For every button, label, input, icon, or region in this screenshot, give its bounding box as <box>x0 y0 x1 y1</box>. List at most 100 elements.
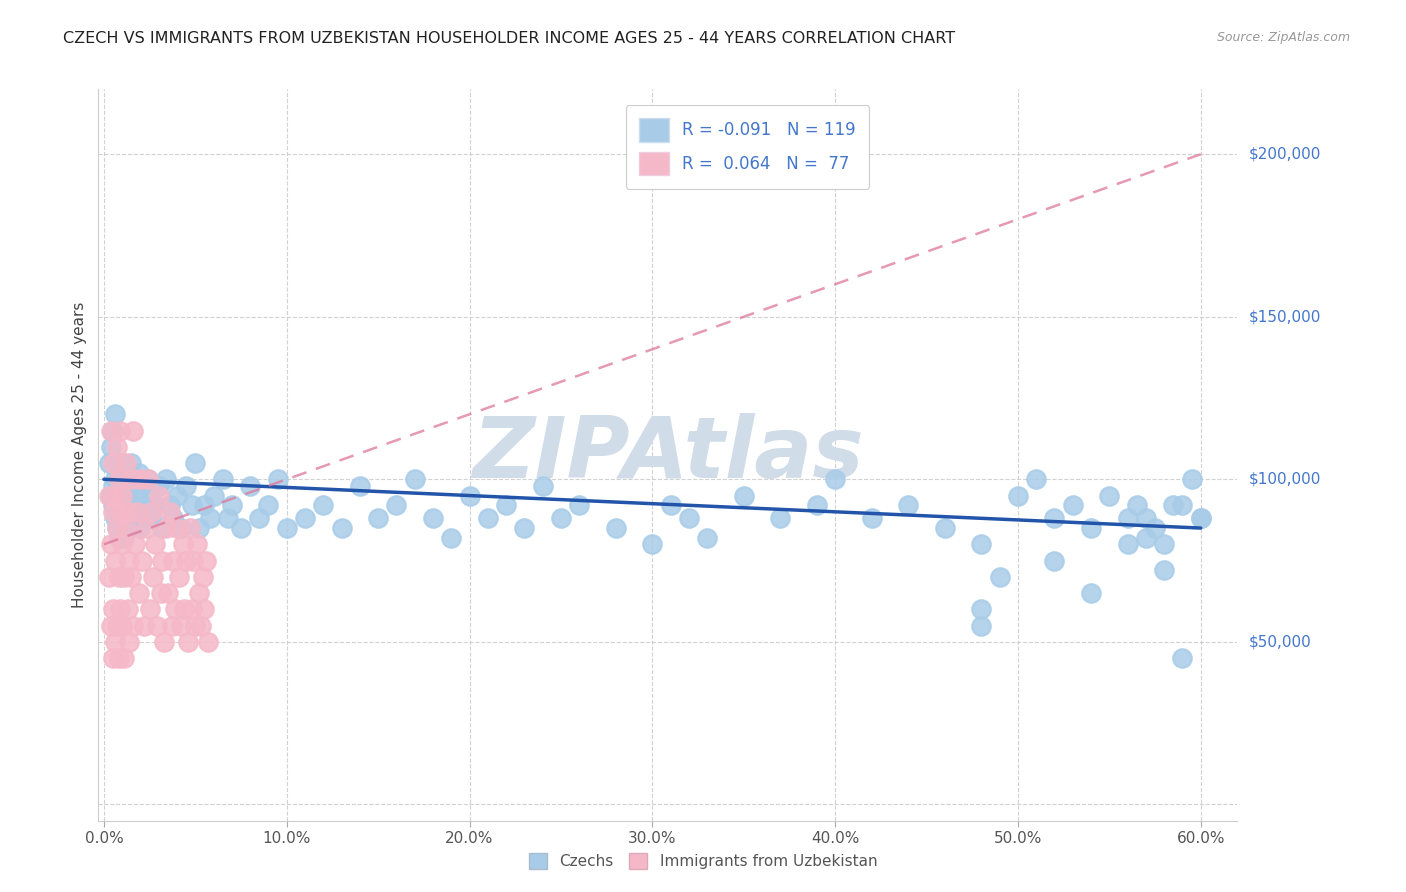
Point <box>117 511 139 525</box>
Point <box>107 472 129 486</box>
Point <box>897 498 920 512</box>
Point <box>152 521 174 535</box>
Point <box>155 521 177 535</box>
Point <box>111 618 134 632</box>
Point <box>247 511 270 525</box>
Point <box>190 618 212 632</box>
Point <box>988 570 1011 584</box>
Point <box>458 489 481 503</box>
Point <box>195 553 218 567</box>
Point <box>129 472 152 486</box>
Point <box>166 489 188 503</box>
Point <box>110 424 132 438</box>
Point <box>1025 472 1047 486</box>
Point <box>112 531 135 545</box>
Point <box>111 489 134 503</box>
Point <box>174 553 197 567</box>
Point <box>769 511 792 525</box>
Point <box>678 511 700 525</box>
Point <box>100 537 122 551</box>
Point <box>128 586 150 600</box>
Point <box>104 553 127 567</box>
Point <box>257 498 280 512</box>
Point <box>1153 563 1175 577</box>
Point <box>100 618 122 632</box>
Point <box>1125 498 1147 512</box>
Point <box>177 635 200 649</box>
Point <box>330 521 353 535</box>
Legend: Czechs, Immigrants from Uzbekistan: Czechs, Immigrants from Uzbekistan <box>523 847 883 875</box>
Point <box>98 489 121 503</box>
Point <box>167 570 190 584</box>
Point <box>180 498 202 512</box>
Point <box>312 498 335 512</box>
Point <box>202 489 225 503</box>
Point <box>101 424 124 438</box>
Point <box>107 505 129 519</box>
Point <box>101 456 124 470</box>
Point <box>1180 472 1202 486</box>
Point <box>165 602 187 616</box>
Point <box>100 440 122 454</box>
Point <box>422 511 444 525</box>
Point <box>105 521 128 535</box>
Point <box>1153 537 1175 551</box>
Point <box>122 498 145 512</box>
Point <box>159 505 181 519</box>
Point <box>120 505 142 519</box>
Point <box>105 456 128 470</box>
Point <box>107 651 129 665</box>
Point <box>112 489 135 503</box>
Point <box>160 618 183 632</box>
Point <box>138 602 160 616</box>
Point <box>1043 511 1066 525</box>
Point <box>124 511 146 525</box>
Point <box>162 553 184 567</box>
Point <box>170 521 193 535</box>
Point <box>101 505 124 519</box>
Point <box>141 505 163 519</box>
Point <box>112 570 135 584</box>
Point <box>1135 531 1157 545</box>
Point <box>101 479 124 493</box>
Point <box>1043 553 1066 567</box>
Point <box>179 521 201 535</box>
Point <box>110 505 132 519</box>
Point <box>1007 489 1029 503</box>
Y-axis label: Householder Income Ages 25 - 44 years: Householder Income Ages 25 - 44 years <box>72 301 87 608</box>
Point <box>970 537 993 551</box>
Point <box>118 521 141 535</box>
Point <box>115 505 138 519</box>
Point <box>100 489 122 503</box>
Point <box>188 521 211 535</box>
Point <box>1189 511 1212 525</box>
Point <box>122 424 145 438</box>
Point <box>166 521 188 535</box>
Point <box>180 602 202 616</box>
Point <box>104 472 127 486</box>
Point <box>186 537 208 551</box>
Point <box>100 424 122 438</box>
Point <box>349 479 371 493</box>
Point <box>824 472 846 486</box>
Point <box>136 472 159 486</box>
Point <box>111 456 134 470</box>
Point <box>148 479 170 493</box>
Point <box>104 511 127 525</box>
Point <box>477 511 499 525</box>
Point <box>162 511 184 525</box>
Text: $50,000: $50,000 <box>1249 634 1312 649</box>
Point <box>117 602 139 616</box>
Point <box>970 602 993 616</box>
Point <box>134 618 156 632</box>
Point <box>107 570 129 584</box>
Point <box>125 505 148 519</box>
Point <box>191 570 214 584</box>
Point <box>1080 521 1102 535</box>
Point <box>120 456 142 470</box>
Point <box>152 553 174 567</box>
Point <box>115 521 138 535</box>
Point <box>1116 511 1139 525</box>
Point <box>120 472 142 486</box>
Point <box>136 472 159 486</box>
